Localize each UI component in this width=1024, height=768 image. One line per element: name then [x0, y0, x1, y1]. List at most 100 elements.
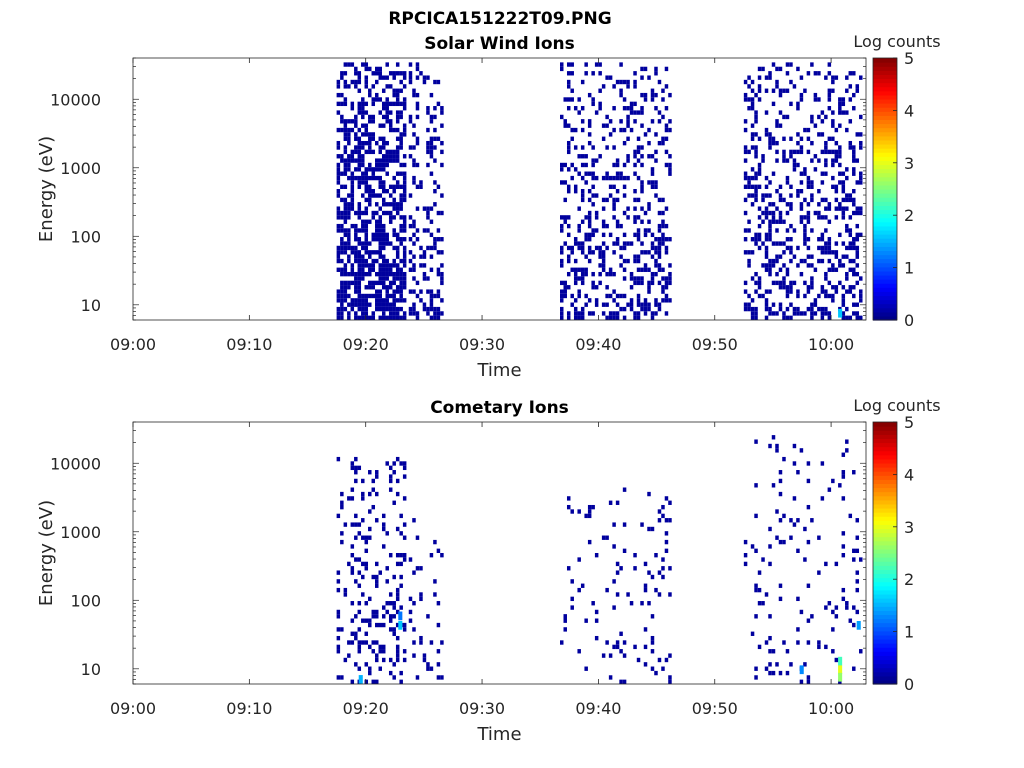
data-cell: [848, 315, 853, 320]
data-cell: [584, 162, 588, 168]
data-cell: [385, 202, 389, 207]
data-cell: [584, 302, 588, 307]
data-cell: [643, 627, 648, 632]
data-cell: [806, 461, 811, 466]
data-cell: [820, 258, 825, 264]
data-cell: [633, 206, 637, 211]
data-cell: [399, 171, 403, 176]
data-cell: [813, 298, 818, 303]
data-cell: [750, 631, 755, 636]
data-cell: [615, 175, 620, 181]
data-cell: [775, 258, 779, 264]
data-cell: [340, 92, 344, 98]
data-cell: [806, 263, 811, 268]
data-cell: [831, 88, 835, 93]
data-cell: [347, 561, 351, 567]
data-cell: [654, 271, 658, 277]
data-cell: [643, 583, 648, 588]
data-cell: [824, 140, 828, 146]
data-cell: [343, 79, 348, 85]
data-cell: [395, 158, 400, 163]
data-cell: [647, 491, 651, 497]
data-cell: [768, 223, 772, 229]
data-cell: [824, 644, 828, 650]
data-cell: [371, 114, 376, 120]
data-cell: [419, 566, 423, 571]
data-cell: [824, 114, 828, 120]
data-cell: [440, 123, 444, 128]
data-cell: [336, 315, 341, 320]
x-tick-label: 09:30: [459, 699, 505, 718]
data-cell: [364, 250, 369, 255]
data-cell: [378, 206, 382, 211]
data-cell: [412, 653, 416, 658]
data-cell: [364, 62, 369, 67]
data-cell: [827, 92, 832, 98]
data-cell: [838, 232, 842, 238]
data-cell: [664, 66, 669, 72]
data-cell: [754, 513, 758, 519]
data-cell: [433, 158, 437, 163]
data-cell: [803, 241, 807, 246]
data-cell: [778, 306, 783, 312]
data-cell: [591, 171, 595, 176]
data-cell: [601, 219, 606, 224]
data-cell: [841, 596, 846, 602]
data-cell: [336, 215, 341, 220]
data-cell: [841, 285, 846, 290]
data-cell: [855, 180, 860, 185]
data-cell: [852, 241, 856, 246]
data-cell: [354, 302, 358, 307]
data-cell: [388, 267, 393, 272]
data-cell: [399, 267, 403, 272]
data-cell: [654, 298, 658, 303]
data-cell: [364, 237, 369, 242]
data-cell: [343, 149, 348, 155]
data-cell: [817, 237, 821, 242]
data-cell: [368, 666, 372, 671]
data-cell: [640, 180, 644, 185]
data-cell: [340, 184, 344, 189]
data-cell: [629, 127, 634, 133]
data-cell: [743, 553, 748, 558]
data-cell: [848, 84, 853, 89]
data-cell: [622, 276, 627, 281]
data-cell: [408, 215, 413, 220]
data-cell: [399, 132, 403, 137]
data-cell: [381, 202, 386, 207]
data-cell: [573, 315, 578, 320]
data-cell: [640, 75, 644, 80]
colorbar-segment: [873, 225, 897, 231]
data-cell: [820, 132, 825, 137]
data-cell: [580, 197, 585, 203]
data-cell: [357, 71, 362, 76]
data-cell: [626, 215, 630, 220]
data-cell: [664, 245, 669, 251]
data-cell: [789, 662, 793, 667]
data-cell: [584, 171, 588, 176]
data-cell: [357, 267, 362, 272]
data-cell: [388, 311, 393, 316]
data-cell: [340, 293, 344, 299]
data-cell: [385, 601, 389, 606]
data-cell: [429, 219, 434, 224]
data-cell: [402, 496, 407, 501]
data-cell: [354, 662, 358, 667]
data-cell: [395, 306, 400, 312]
data-cell: [371, 136, 376, 141]
data-cell: [381, 189, 386, 194]
data-cell: [395, 644, 400, 650]
data-cell: [775, 280, 779, 286]
colorbar-segment: [873, 270, 897, 276]
data-cell: [570, 127, 574, 133]
colorbar-segment: [873, 193, 897, 198]
data-cell: [647, 601, 651, 606]
data-cell: [768, 306, 772, 312]
data-cell: [834, 289, 839, 294]
data-cell: [436, 601, 441, 606]
data-cell: [668, 653, 672, 658]
data-cell: [664, 531, 669, 536]
data-cell: [782, 640, 786, 645]
data-cell: [827, 71, 832, 76]
data-cell: [661, 298, 665, 303]
